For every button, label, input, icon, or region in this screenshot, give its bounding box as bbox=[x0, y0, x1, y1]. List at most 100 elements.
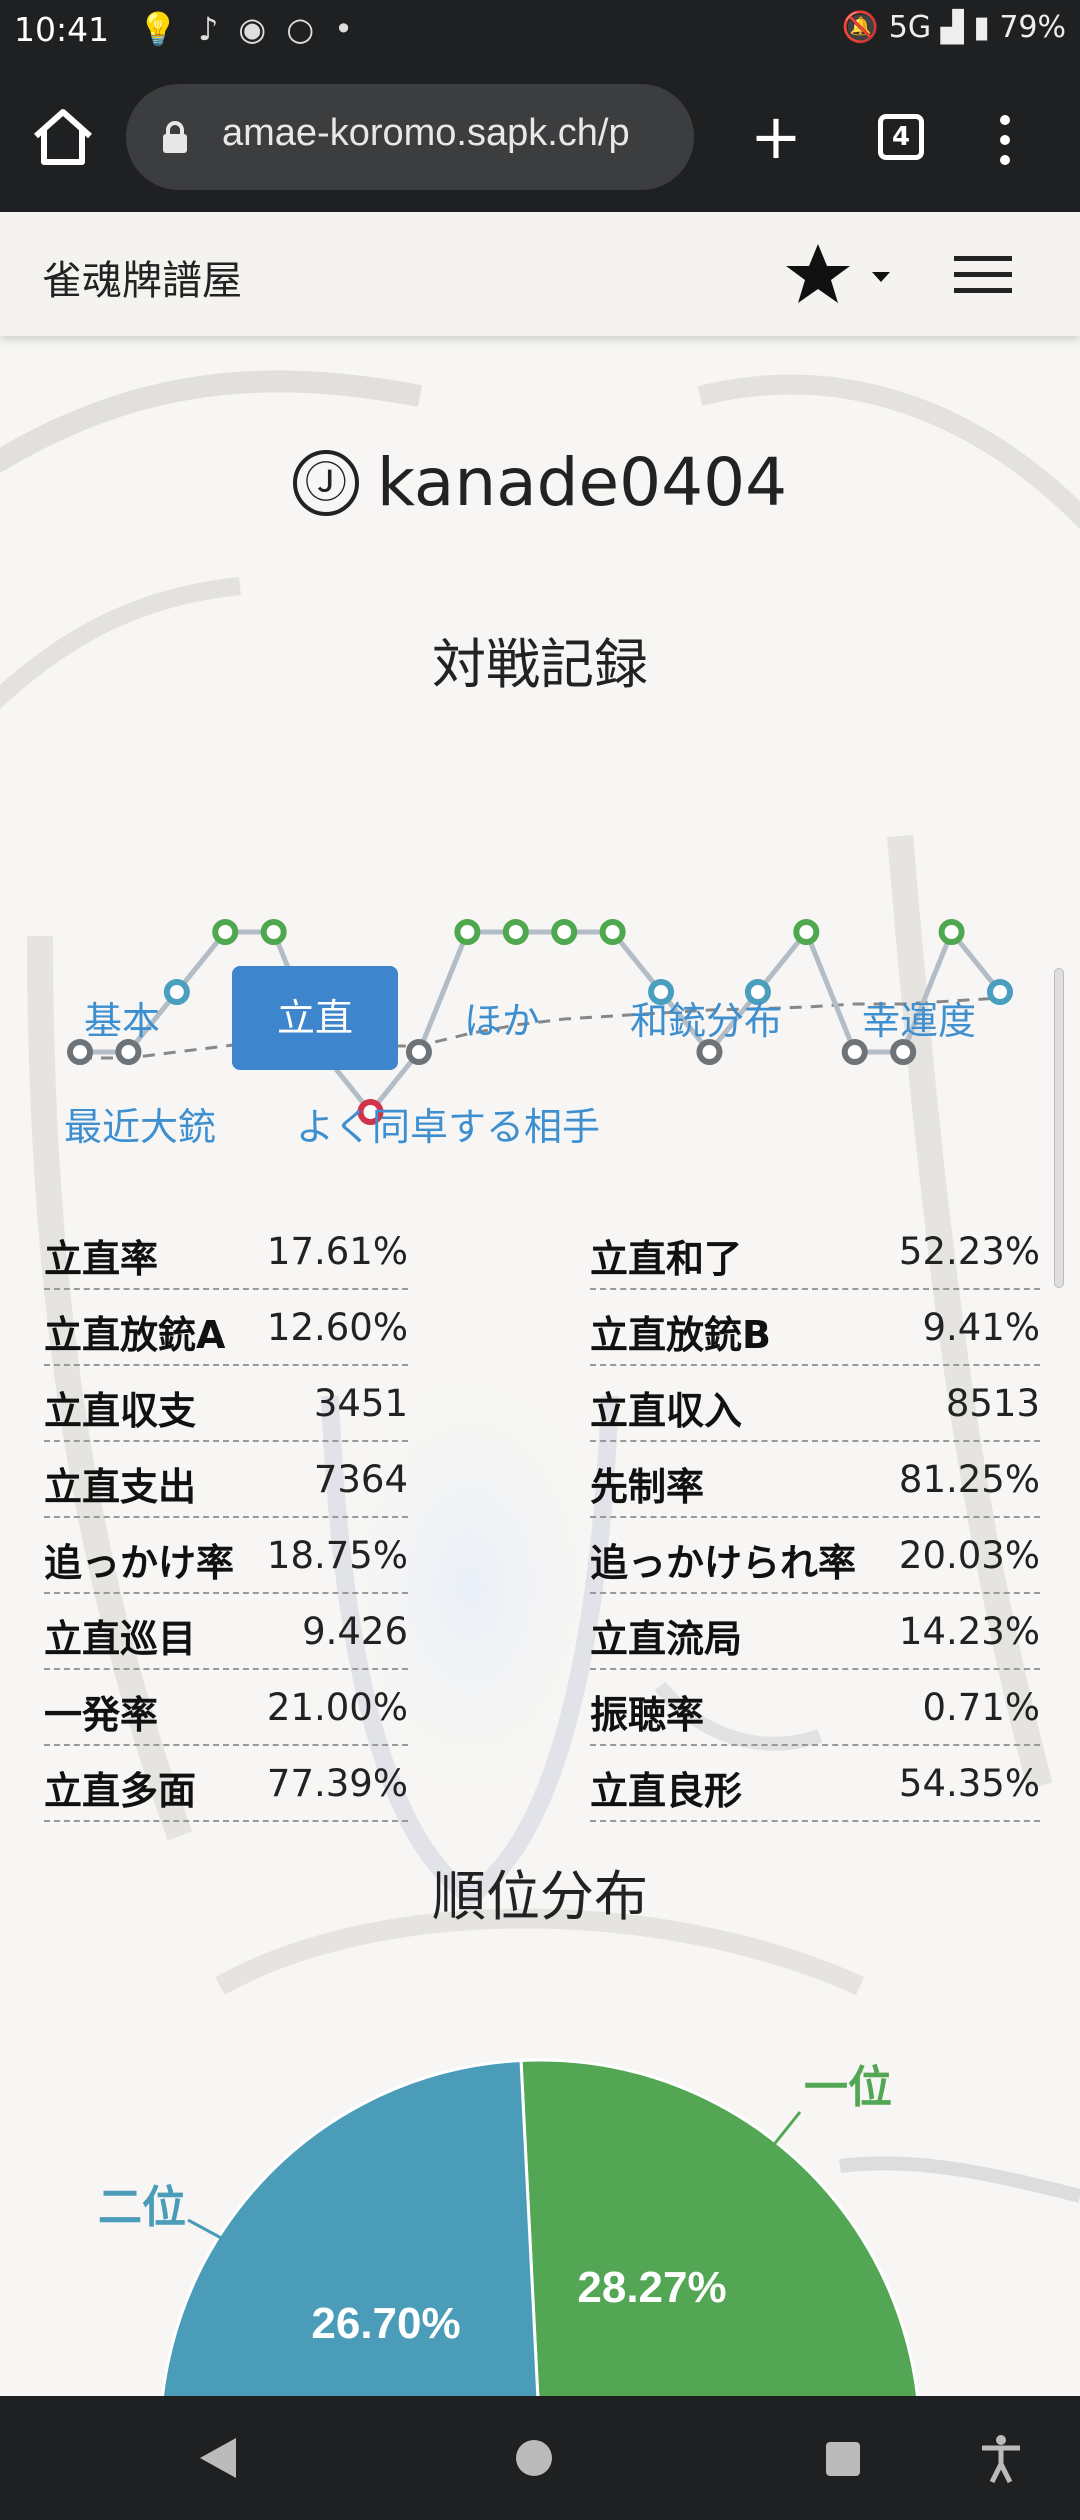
stat-row: 立直支出 7364 bbox=[44, 1442, 408, 1518]
address-bar[interactable]: amae-koromo.sapk.ch/p bbox=[126, 84, 694, 190]
rank-point[interactable] bbox=[454, 919, 481, 945]
rank-point[interactable] bbox=[260, 919, 287, 945]
rank-point[interactable] bbox=[744, 979, 771, 1005]
home-icon[interactable] bbox=[30, 104, 96, 170]
new-tab-plus-icon[interactable]: + bbox=[750, 100, 802, 173]
dot-icon: • bbox=[334, 10, 373, 48]
more-vert-icon[interactable] bbox=[990, 112, 1020, 168]
rank-dist-title: 順位分布 bbox=[432, 1865, 648, 1928]
back-icon[interactable] bbox=[196, 2436, 240, 2480]
shazam-icon: ◉ bbox=[238, 10, 287, 48]
music-icon: ♪ bbox=[197, 10, 239, 48]
stat-value: 12.60% bbox=[266, 1306, 408, 1349]
stat-row: 立直巡目 9.426 bbox=[44, 1594, 408, 1670]
tab-luck[interactable]: 幸運度 bbox=[862, 999, 977, 1043]
tab-recent-big-deal[interactable]: 最近大銃 bbox=[64, 1105, 217, 1149]
stat-label: 追っかけ率 bbox=[44, 1541, 235, 1585]
stat-row: 追っかけ率 18.75% bbox=[44, 1518, 408, 1594]
rank-point[interactable] bbox=[502, 919, 529, 945]
stat-row: 立直和了 52.23% bbox=[590, 1214, 1040, 1290]
rank-point[interactable] bbox=[890, 1039, 917, 1065]
rank-point[interactable] bbox=[648, 979, 675, 1005]
star-dropdown-icon[interactable] bbox=[786, 240, 896, 310]
circle-icon: ○ bbox=[286, 10, 335, 48]
pie-slice-2[interactable] bbox=[160, 2058, 540, 2396]
stat-label: 立直和了 bbox=[590, 1237, 743, 1281]
stat-label: 立直率 bbox=[44, 1237, 159, 1281]
stat-value: 3451 bbox=[313, 1382, 408, 1425]
stat-label: 振聴率 bbox=[590, 1693, 705, 1737]
player-name: kanade0404 bbox=[376, 444, 788, 521]
tab-riichi[interactable]: 立直 bbox=[232, 966, 398, 1070]
rank-point[interactable] bbox=[793, 919, 820, 945]
stat-value: 18.75% bbox=[266, 1534, 408, 1577]
stat-row: 立直流局 14.23% bbox=[590, 1594, 1040, 1670]
rank-point[interactable] bbox=[938, 919, 965, 945]
record-title: 対戦記録 bbox=[432, 633, 648, 696]
hamburger-menu-icon[interactable] bbox=[952, 250, 1014, 300]
pie-category-label-2: 二位 bbox=[98, 2183, 186, 2232]
stat-label: 立直放銃A bbox=[44, 1313, 226, 1357]
stat-value: 21.00% bbox=[266, 1686, 408, 1729]
rank-point[interactable] bbox=[163, 979, 190, 1005]
tab-scrollbar[interactable] bbox=[1054, 968, 1064, 1288]
stat-label: 立直放銃B bbox=[590, 1313, 771, 1357]
signal-icon: ▟ bbox=[940, 10, 964, 45]
pie-slice-1[interactable] bbox=[519, 2058, 920, 2396]
rank-point[interactable] bbox=[212, 919, 239, 945]
system-nav-bar bbox=[0, 2396, 1080, 2520]
stat-value: 8513 bbox=[945, 1382, 1040, 1425]
rank-point[interactable] bbox=[551, 919, 578, 945]
stat-value: 52.23% bbox=[898, 1230, 1040, 1273]
tab-win-deal-dist[interactable]: 和銃分布 bbox=[630, 999, 783, 1043]
rank-point[interactable] bbox=[357, 1099, 384, 1125]
rank-point[interactable] bbox=[67, 1039, 93, 1065]
accessibility-icon[interactable] bbox=[978, 2434, 1024, 2484]
tab-other[interactable]: ほか bbox=[464, 999, 541, 1043]
lightbulb-icon: 💡 bbox=[138, 10, 198, 48]
stat-value: 54.35% bbox=[898, 1762, 1040, 1805]
stat-value: 81.25% bbox=[898, 1458, 1040, 1501]
status-bar: 10:41 💡♪◉○• 🔕 5G ▟ ▮ 79% bbox=[0, 0, 1080, 62]
stat-row: 追っかけられ率 20.03% bbox=[590, 1518, 1040, 1594]
network-label: 5G bbox=[888, 10, 932, 45]
stat-value: 9.41% bbox=[922, 1306, 1040, 1349]
battery-icon: ▮ bbox=[973, 10, 990, 45]
stat-row: 立直多面 77.39% bbox=[44, 1746, 408, 1822]
stat-label: 一発率 bbox=[44, 1693, 159, 1737]
stat-row: 立直率 17.61% bbox=[44, 1214, 408, 1290]
mute-icon: 🔕 bbox=[841, 10, 880, 45]
stat-value: 14.23% bbox=[898, 1610, 1040, 1653]
tab-basic[interactable]: 基本 bbox=[84, 999, 161, 1043]
tab-switcher-button[interactable]: 4 bbox=[878, 114, 924, 160]
rank-point[interactable] bbox=[841, 1039, 868, 1065]
rank-point[interactable] bbox=[405, 1039, 432, 1065]
site-navbar: 雀魂牌譜屋 bbox=[0, 212, 1080, 336]
stat-row: 立直収入 8513 bbox=[590, 1366, 1040, 1442]
site-brand[interactable]: 雀魂牌譜屋 bbox=[42, 258, 242, 304]
tab-frequent-opponents[interactable]: よく同卓する相手 bbox=[296, 1105, 601, 1149]
stat-row: 立直収支 3451 bbox=[44, 1366, 408, 1442]
rank-point[interactable] bbox=[115, 1039, 142, 1065]
rank-point[interactable] bbox=[696, 1039, 723, 1065]
status-time: 10:41 bbox=[14, 10, 110, 49]
rank-point[interactable] bbox=[599, 919, 626, 945]
stat-label: 立直多面 bbox=[44, 1769, 197, 1813]
stat-label: 立直良形 bbox=[590, 1769, 743, 1813]
stat-label: 先制率 bbox=[590, 1465, 705, 1509]
pie-value-label-2: 26.70% bbox=[311, 2299, 460, 2348]
pie-value-label-1: 28.27% bbox=[577, 2263, 726, 2312]
stat-label: 追っかけられ率 bbox=[590, 1541, 857, 1585]
stat-row: 先制率 81.25% bbox=[590, 1442, 1040, 1518]
recents-icon[interactable] bbox=[824, 2440, 862, 2478]
stat-label: 立直巡目 bbox=[44, 1617, 197, 1661]
stat-row: 一発率 21.00% bbox=[44, 1670, 408, 1746]
rank-point[interactable] bbox=[987, 979, 1013, 1005]
stat-label: 立直流局 bbox=[590, 1617, 743, 1661]
home-circle-icon[interactable] bbox=[514, 2438, 554, 2478]
stat-value: 17.61% bbox=[266, 1230, 408, 1273]
stat-value: 0.71% bbox=[922, 1686, 1040, 1729]
status-right: 🔕 5G ▟ ▮ 79% bbox=[842, 10, 1066, 45]
background-illustration bbox=[0, 336, 1080, 2396]
stat-value: 9.426 bbox=[302, 1610, 408, 1653]
